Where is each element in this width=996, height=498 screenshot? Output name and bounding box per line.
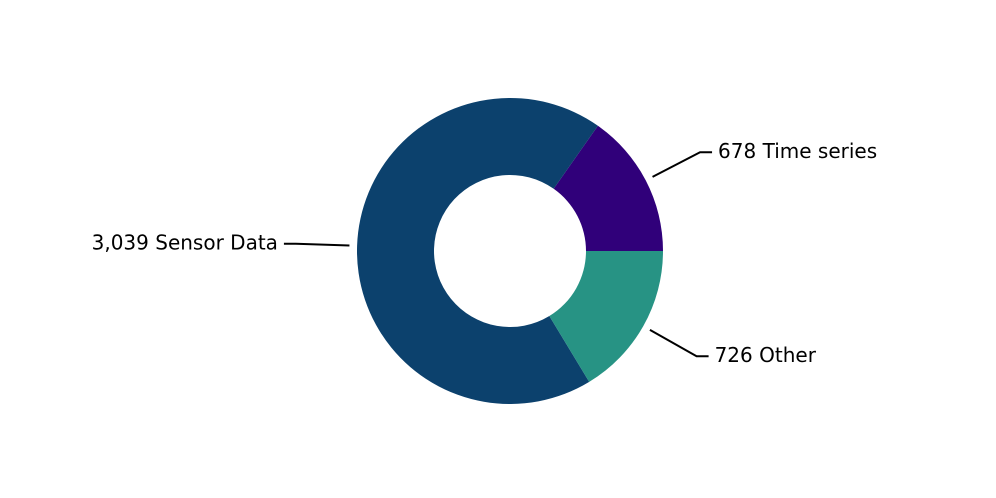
value-label: 678 (718, 139, 756, 163)
value-label: 3,039 (92, 230, 149, 254)
category-label: Other (759, 343, 817, 367)
leader-line (283, 242, 350, 247)
slice-label: 678 Time series (718, 139, 877, 163)
leader-line (652, 151, 713, 178)
slice-label: 3,039 Sensor Data (92, 230, 278, 254)
category-label: Time series (762, 139, 878, 163)
slice-label: 726 Other (715, 343, 817, 367)
leader-line (649, 329, 709, 358)
donut-slice (356, 97, 598, 405)
donut-slice (549, 251, 663, 382)
donut-slice (553, 125, 663, 251)
category-label: Sensor Data (155, 230, 278, 254)
value-label: 726 (715, 343, 753, 367)
